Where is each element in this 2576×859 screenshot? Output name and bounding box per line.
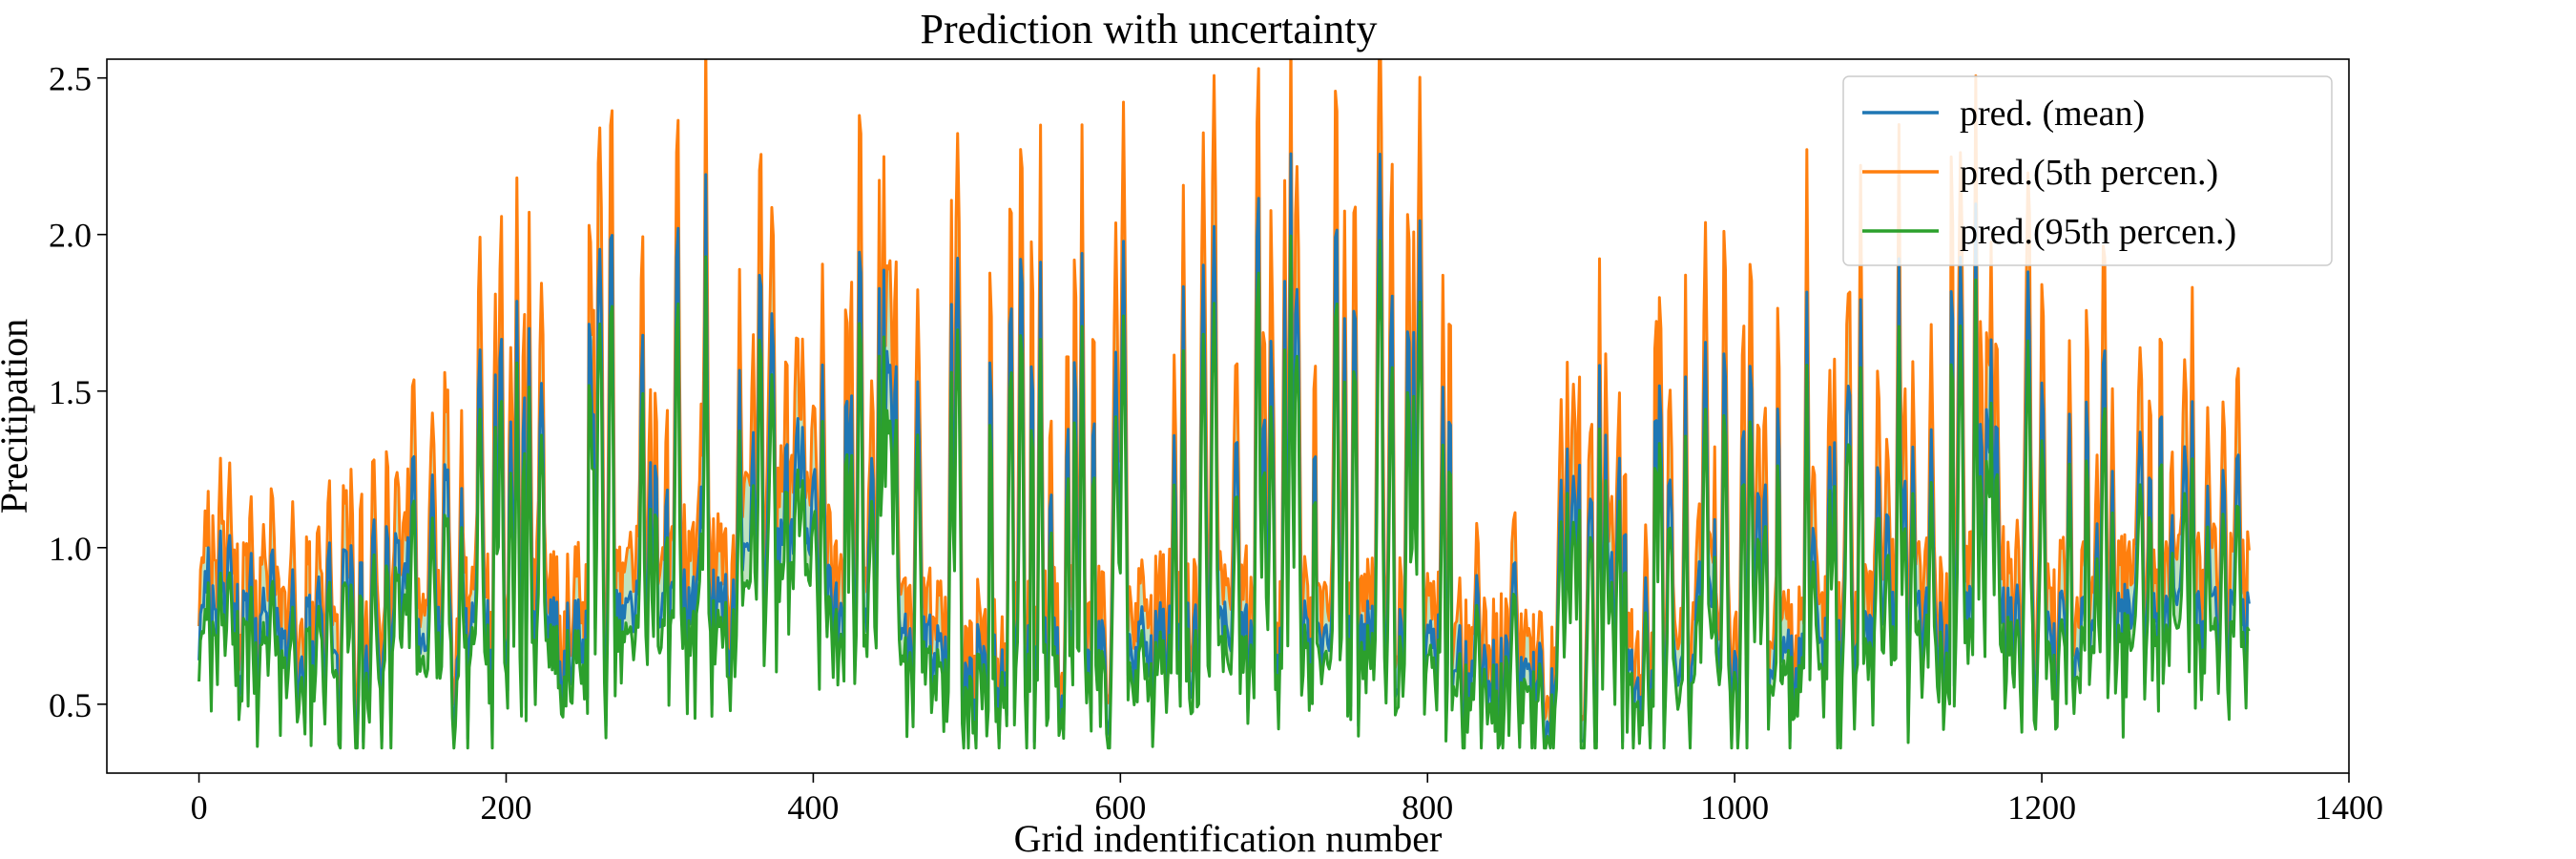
x-tick-label: 1000 — [1700, 788, 1769, 827]
x-tick-label: 1400 — [2315, 788, 2383, 827]
series-line-95th — [197, 234, 2251, 750]
x-axis-label: Grid indentification number — [1014, 817, 1443, 859]
series-lines — [197, 59, 2251, 750]
y-tick-label: 1.0 — [49, 530, 92, 568]
y-tick-label: 1.5 — [49, 373, 92, 411]
legend: pred. (mean) pred.(5th percen.) pred.(95… — [1842, 75, 2333, 266]
plot-area — [197, 59, 2251, 750]
y-axis-label: Precitipation — [0, 319, 35, 513]
legend-label-mean: pred. (mean) — [1960, 94, 2145, 134]
legend-label-5th: pred.(5th percen.) — [1960, 153, 2218, 193]
x-tick-label: 1200 — [2007, 788, 2076, 827]
legend-box — [1842, 75, 2333, 266]
y-tick-label: 2.5 — [49, 60, 92, 98]
x-tick-label: 800 — [1402, 788, 1453, 827]
y-tick-label: 0.5 — [49, 686, 92, 724]
chart-title: Prediction with uncertainty — [921, 6, 1378, 52]
x-tick-label: 600 — [1094, 788, 1146, 827]
x-tick-label: 200 — [480, 788, 531, 827]
plot-frame — [106, 58, 2350, 774]
y-axis-ticks: 0.5 1.0 1.5 2.0 2.5 — [49, 60, 107, 724]
legend-label-95th: pred.(95th percen.) — [1960, 212, 2236, 252]
x-tick-label: 0 — [191, 788, 208, 827]
y-tick-label: 2.0 — [49, 217, 92, 255]
x-axis-ticks: 0 200 400 600 800 1000 1200 1400 — [191, 773, 2383, 827]
x-tick-label: 400 — [787, 788, 839, 827]
